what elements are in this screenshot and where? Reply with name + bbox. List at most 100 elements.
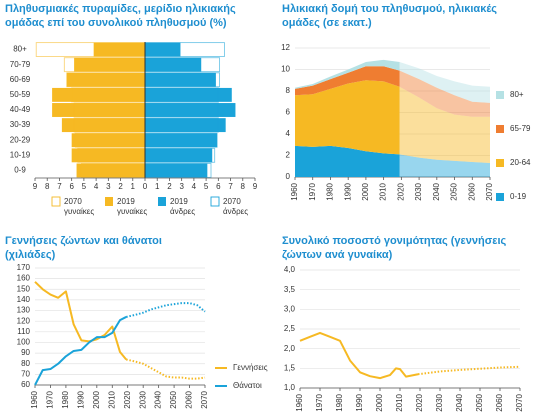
- x-tick-label: 2040: [455, 393, 464, 411]
- x-tick-label: 2060: [185, 390, 194, 408]
- legend-swatch: [496, 125, 504, 133]
- bar: [145, 118, 226, 133]
- bar: [145, 42, 181, 57]
- x-tick-label: 4: [94, 182, 99, 191]
- x-tick-label: 2050: [450, 182, 459, 200]
- line: [299, 331, 419, 380]
- y-tick-label: 2,5: [284, 324, 296, 333]
- legend-swatch: [496, 193, 504, 201]
- y-tick-label: 170: [17, 263, 31, 272]
- legend-swatch: [496, 159, 504, 167]
- legend-label: 2070 γυναίκες: [64, 197, 95, 216]
- bar: [76, 163, 145, 178]
- x-tick-label: 1: [131, 182, 136, 191]
- x-tick-label: 2020: [396, 182, 405, 200]
- x-tick-label: 6: [69, 182, 74, 191]
- x-tick-label: 9: [33, 182, 38, 191]
- area: [295, 80, 400, 155]
- area: [399, 154, 490, 177]
- bar: [71, 133, 145, 148]
- y-tick-label: 150: [17, 284, 31, 293]
- bar: [145, 57, 202, 72]
- y-tick-label: 1,5: [284, 363, 296, 372]
- x-tick-label: 1970: [315, 393, 324, 411]
- y-tick-label: 8: [286, 86, 291, 95]
- x-tick-label: 0: [143, 182, 148, 191]
- x-tick-label: 1960: [290, 182, 299, 200]
- x-tick-label: 2010: [107, 390, 116, 408]
- category-label: 70-79: [10, 60, 31, 69]
- area: [399, 86, 490, 164]
- y-tick-label: 10: [281, 65, 290, 74]
- area: [399, 70, 490, 117]
- bar: [145, 163, 208, 178]
- x-tick-label: 2010: [379, 182, 388, 200]
- y-tick-label: 160: [17, 274, 31, 283]
- x-tick-label: 2040: [432, 182, 441, 200]
- y-tick-label: 140: [17, 295, 31, 304]
- legend-label: Θάνατοι: [233, 381, 262, 390]
- y-tick-label: 3,5: [284, 285, 296, 294]
- legend-label: 2019 γυναίκες: [117, 197, 148, 216]
- bar: [71, 148, 145, 163]
- y-tick-label: 90: [21, 348, 30, 357]
- x-tick-label: 1960: [30, 390, 39, 408]
- x-tick-label: 9: [253, 182, 258, 191]
- bar: [66, 72, 145, 87]
- y-tick-label: 110: [17, 327, 30, 336]
- x-tick-label: 2070: [515, 393, 524, 411]
- line: [34, 281, 127, 361]
- line: [417, 365, 521, 376]
- y-tick-label: 130: [17, 306, 31, 315]
- y-tick-label: 2,0: [284, 344, 296, 353]
- bar: [145, 72, 216, 87]
- category-label: 40-49: [10, 105, 31, 114]
- x-tick-label: 2030: [414, 182, 423, 200]
- x-tick-label: 8: [45, 182, 50, 191]
- x-tick-label: 5: [204, 182, 209, 191]
- x-tick-label: 1: [155, 182, 160, 191]
- area: [295, 145, 400, 177]
- legend-swatch: [51, 196, 61, 207]
- legend-label: 20-64: [510, 158, 531, 167]
- bar: [145, 103, 236, 117]
- x-tick-label: 1970: [308, 182, 317, 200]
- x-tick-label: 2000: [375, 393, 384, 411]
- legend-label: 0-19: [510, 192, 527, 201]
- x-tick-label: 2050: [169, 390, 178, 408]
- y-tick-label: 2: [286, 151, 291, 160]
- y-tick-label: 3,0: [284, 304, 296, 313]
- x-tick-label: 8: [241, 182, 246, 191]
- area: [399, 61, 490, 103]
- x-tick-label: 3: [106, 182, 111, 191]
- x-tick-label: 1970: [46, 390, 55, 408]
- x-tick-label: 2020: [123, 390, 132, 408]
- area: [295, 66, 400, 96]
- legend-swatch: [210, 196, 220, 207]
- x-tick-label: 2050: [475, 393, 484, 411]
- x-tick-label: 2: [167, 182, 172, 191]
- x-tick-label: 2060: [467, 182, 476, 200]
- category-label: 20-29: [10, 135, 31, 144]
- chart-title: Συνολικό ποσοστό γονιμότητας (γεννήσεις …: [282, 235, 507, 261]
- x-tick-label: 1980: [61, 390, 70, 408]
- legend-label: Γεννήσεις: [233, 363, 268, 372]
- chart-title: Πληθυσμιακές πυραμίδες, μερίδιο ηλικιακή…: [5, 3, 236, 29]
- bar: [145, 87, 232, 102]
- legend-label: 65-79: [510, 124, 531, 133]
- y-tick-label: 120: [17, 316, 31, 325]
- y-tick-label: 4: [286, 129, 291, 138]
- category-label: 60-69: [10, 75, 31, 84]
- x-tick-label: 7: [228, 182, 233, 191]
- y-tick-label: 80: [21, 359, 30, 368]
- legend-label: 2019 άνδρες: [170, 197, 196, 216]
- y-tick-label: 100: [17, 338, 31, 347]
- legend-label: 2070 άνδρες: [223, 197, 249, 216]
- x-tick-label: 1960: [295, 393, 304, 411]
- legend-label: 80+: [510, 90, 524, 99]
- chart-title: Γεννήσεις ζώντων και θάνατοι (χιλιάδες): [5, 235, 162, 261]
- category-label: 30-39: [10, 120, 31, 129]
- category-label: 10-19: [10, 150, 31, 159]
